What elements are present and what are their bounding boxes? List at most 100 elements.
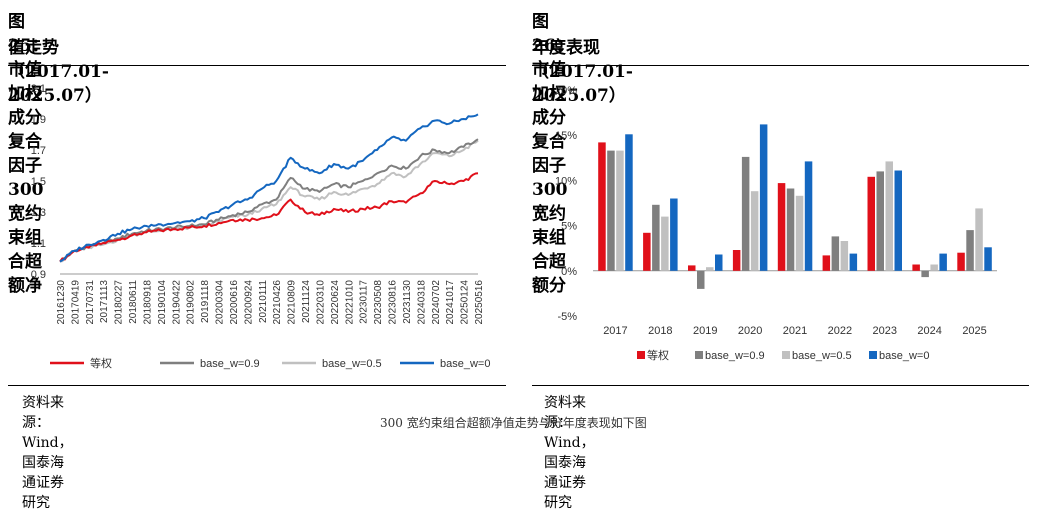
legend-label: base_w=0 [879,350,929,362]
x-tick-label: 20190802 [186,280,197,325]
bar-等权-2023 [867,176,875,271]
bar-base_w=0.9-2025 [966,230,974,271]
x-tick-label: 20190104 [157,280,168,325]
x-tick-label: 20191118 [200,280,211,323]
left-chart-title-line2: 值走势（2017.01-2025.07） [8,38,109,106]
x-tick-label: 2021 [783,325,807,337]
y-tick-label: 20% [555,85,577,97]
right-source: 资料来源：Wind，国泰海通证券研究 [544,395,595,511]
x-tick-label: 2019 [693,325,717,337]
bar-base_w=0.5-2018 [661,216,669,271]
line-chart: 0.9 1.1 1.3 1.5 1.7 1.9 2.1 20161230 20170419 201… [31,83,491,370]
x-tick-label: 20230816 [388,280,399,325]
bar-base_w=0.9-2020 [741,156,750,271]
series-line-等权 [59,172,479,263]
x-tick-label: 2025 [962,325,986,337]
footer-caption: 300 宽约束组合超额净值走势与分年度表现如下图 [380,416,647,430]
series-line-base_w=0.9 [59,138,479,263]
bar-base_w=0.9-2019 [697,270,705,289]
y-tick-label: 1.3 [31,207,46,219]
y-tick-label: -5% [557,311,577,323]
bar-等权-2024 [912,264,920,271]
x-tick-label: 20240318 [416,280,427,325]
x-tick-label: 20170731 [85,280,96,325]
x-tick-label: 20220310 [315,280,326,325]
right-title-rule [532,65,1029,66]
left-source-rule [8,385,506,386]
x-tick-label: 20171113 [99,280,110,323]
x-tick-label: 20230508 [373,280,384,325]
x-tick-label: 20210111 [258,280,269,323]
x-tick-label: 2020 [738,325,762,337]
bar-base_w=0.5-2022 [840,241,849,271]
x-tick-label: 20220624 [330,280,341,325]
y-tick-label: 1.9 [31,114,46,126]
bar-base_w=0-2024 [939,253,947,271]
bar-base_w=0.5-2021 [795,195,804,271]
x-tick-label: 2022 [828,325,852,337]
x-tick-label: 20200616 [229,280,240,325]
legend-swatch [637,351,645,359]
bar-base_w=0.5-2023 [885,161,893,271]
x-tick-label: 20200924 [243,280,254,325]
bar-chart: -5% 0% 5% 10% 15% 20% 2017 2018 2019 2020 2021 2022… [555,85,997,362]
x-tick-label: 20161230 [56,280,67,325]
bar-base_w=0-2017 [625,134,633,271]
bar-等权-2025 [957,252,965,271]
y-tick-label: 1.1 [31,238,46,250]
x-tick-label: 20210809 [287,280,298,325]
x-tick-label: 20170419 [70,280,81,325]
x-tick-label: 20250124 [460,280,471,325]
x-tick-label: 20180918 [142,280,153,325]
bar-等权-2021 [777,183,786,271]
y-tick-label: 15% [555,130,577,142]
legend-label: 等权 [647,348,669,362]
x-tick-label: 2018 [648,325,672,337]
bar-等权-2017 [598,142,606,271]
x-tick-label: 20240702 [431,280,442,325]
bar-base_w=0.5-2017 [616,150,624,271]
y-tick-label: 1.5 [31,176,46,188]
series-line-base_w=0.5 [59,139,479,263]
x-tick-label: 20241017 [445,280,456,325]
x-tick-label: 20200304 [215,280,226,325]
y-tick-label: 5% [561,221,577,233]
bar-base_w=0.5-2025 [975,208,983,271]
bar-等权-2022 [822,255,831,271]
right-chart-title-line2: 年度表现（2017.01-2025.07） [532,38,633,106]
bar-base_w=0-2025 [984,247,992,271]
bar-base_w=0-2023 [894,170,902,271]
legend-swatch [869,351,877,359]
y-tick-label: 0% [561,266,577,278]
x-tick-label: 2023 [873,325,897,337]
x-tick-label: 20221010 [344,280,355,325]
x-tick-label: 20230117 [359,280,370,324]
x-tick-label: 2024 [917,325,941,337]
legend-label: base_w=0.9 [705,350,765,362]
x-tick-label: 20211124 [301,280,312,323]
legend-label: base_w=0.5 [322,358,382,370]
bar-base_w=0.5-2024 [930,264,938,271]
x-tick-label: 20231130 [402,280,413,324]
legend-label: 等权 [90,356,112,370]
bar-base_w=0.5-2019 [706,267,714,271]
bar-base_w=0.9-2018 [652,204,660,271]
bar-base_w=0.9-2017 [607,150,615,271]
bar-等权-2019 [688,265,696,271]
bar-base_w=0-2022 [849,253,858,271]
bar-base_w=0-2018 [670,198,678,271]
x-tick-label: 20180611 [128,280,139,324]
bar-base_w=0-2019 [715,254,723,271]
bar-base_w=0.5-2020 [750,191,759,271]
legend-label: base_w=0 [440,358,490,370]
bar-等权-2020 [732,250,741,271]
bar-base_w=0-2021 [804,161,813,271]
bar-等权-2018 [643,232,651,271]
series-line-base_w=0 [59,113,479,263]
left-title-rule [8,65,506,66]
legend-swatch [695,351,703,359]
y-tick-label: 10% [555,175,577,187]
x-tick-label: 20180227 [114,280,125,325]
bar-base_w=0.9-2024 [921,270,929,278]
legend-swatch [782,351,790,359]
